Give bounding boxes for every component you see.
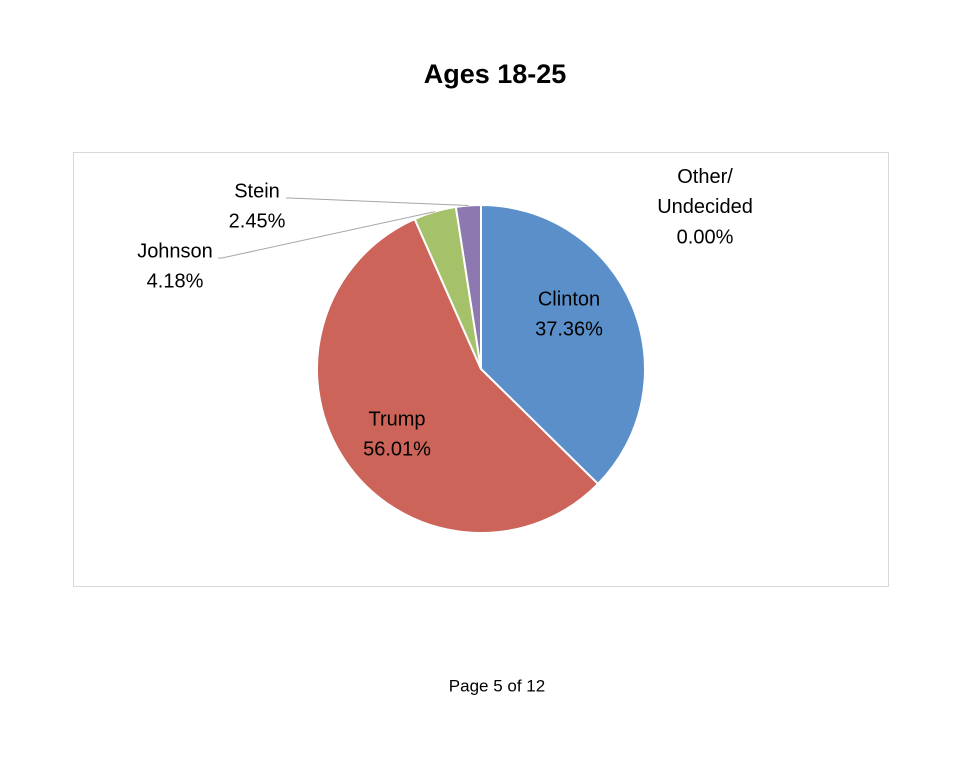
slice-value-label: 0.00% [677, 226, 734, 248]
slice-value-label: 37.36% [535, 318, 603, 340]
slice-label: Johnson [137, 240, 213, 262]
slice-label: Trump [368, 408, 425, 430]
leader-line [218, 211, 435, 259]
chart-title: Ages 18-25 [424, 59, 567, 89]
leader-line [286, 197, 469, 206]
slice-label: Stein [234, 180, 280, 202]
plot-border [73, 152, 889, 587]
slice-value-label: 56.01% [363, 438, 431, 460]
pie-slice [316, 217, 600, 534]
slice-label: Clinton [538, 288, 600, 310]
page-footer: Page 5 of 12 [449, 676, 545, 695]
slice-value-label: 2.45% [229, 210, 286, 232]
slice-label: Other/Undecided [657, 166, 753, 218]
slice-value-label: 4.18% [147, 270, 204, 292]
pie-slice [454, 203, 482, 370]
pie-slice [480, 203, 646, 486]
